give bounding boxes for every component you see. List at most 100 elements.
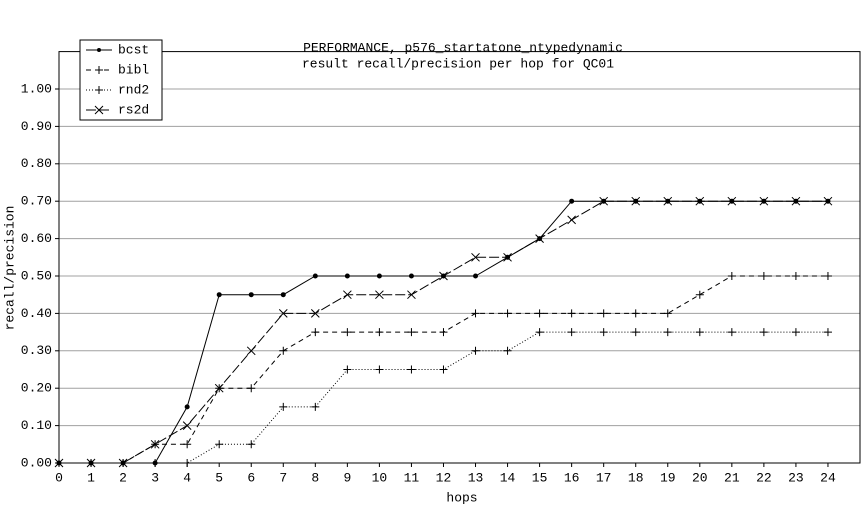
point bbox=[247, 440, 256, 449]
point bbox=[727, 196, 737, 206]
x-tick-label: 18 bbox=[628, 470, 644, 485]
x-tick-label: 24 bbox=[820, 470, 836, 485]
point bbox=[631, 196, 641, 206]
x-tick-label: 0 bbox=[55, 470, 63, 485]
point bbox=[823, 196, 833, 206]
legend-marker bbox=[95, 86, 103, 94]
x-tick-label: 15 bbox=[532, 470, 548, 485]
x-tick-label: 3 bbox=[151, 470, 159, 485]
point bbox=[248, 292, 254, 298]
point bbox=[663, 328, 672, 337]
point bbox=[473, 273, 479, 279]
point bbox=[727, 328, 736, 337]
y-tick-label: 0.10 bbox=[21, 418, 52, 433]
point bbox=[567, 309, 576, 318]
point bbox=[86, 458, 96, 468]
legend-marker bbox=[95, 66, 103, 74]
point bbox=[695, 328, 704, 337]
point bbox=[182, 421, 192, 430]
point bbox=[214, 383, 224, 393]
x-tick-label: 10 bbox=[372, 470, 388, 485]
legend-box bbox=[79, 39, 163, 121]
x-tick-label: 7 bbox=[279, 470, 287, 485]
point bbox=[375, 290, 384, 300]
point bbox=[375, 365, 384, 374]
series bbox=[54, 196, 833, 468]
x-tick-label: 4 bbox=[183, 470, 191, 485]
point bbox=[344, 273, 350, 279]
point bbox=[503, 346, 512, 355]
point bbox=[599, 309, 608, 318]
y-tick-label: 0.30 bbox=[21, 343, 52, 358]
x-tick-label: 8 bbox=[311, 470, 319, 485]
x-tick-label: 22 bbox=[756, 470, 772, 485]
x-tick-label: 6 bbox=[247, 470, 255, 485]
point bbox=[663, 309, 672, 318]
point bbox=[278, 309, 288, 318]
point bbox=[184, 404, 190, 410]
point bbox=[599, 328, 608, 337]
point bbox=[567, 328, 576, 337]
point bbox=[535, 234, 544, 243]
point bbox=[631, 328, 640, 337]
point bbox=[503, 309, 512, 318]
point bbox=[759, 328, 768, 337]
point bbox=[695, 196, 705, 206]
point bbox=[279, 346, 288, 355]
point bbox=[503, 252, 512, 262]
point bbox=[312, 273, 318, 279]
x-tick-label: 20 bbox=[692, 470, 708, 485]
legend-label: bcst bbox=[118, 42, 149, 57]
point bbox=[183, 440, 192, 449]
point bbox=[535, 309, 544, 318]
y-tick-label: 0.90 bbox=[21, 119, 52, 134]
point bbox=[150, 439, 160, 449]
point bbox=[216, 292, 222, 298]
point bbox=[151, 459, 160, 467]
point bbox=[439, 328, 448, 337]
x-tick-label: 16 bbox=[564, 470, 580, 485]
point bbox=[183, 459, 192, 467]
point bbox=[823, 272, 832, 280]
y-tick-label: 0.50 bbox=[21, 268, 52, 283]
point bbox=[791, 272, 800, 280]
point bbox=[759, 272, 768, 280]
y-tick-label: 1.00 bbox=[21, 81, 52, 96]
point bbox=[408, 273, 414, 279]
point bbox=[791, 196, 801, 206]
plot-frame bbox=[58, 51, 861, 464]
series bbox=[55, 272, 832, 467]
point bbox=[407, 365, 416, 374]
point bbox=[118, 458, 128, 468]
legend-label: rnd2 bbox=[118, 82, 149, 97]
point bbox=[247, 384, 256, 393]
point bbox=[759, 196, 769, 206]
x-tick-label: 19 bbox=[660, 470, 676, 485]
point bbox=[439, 365, 448, 374]
point bbox=[279, 402, 288, 411]
x-tick-label: 13 bbox=[468, 470, 484, 485]
point bbox=[471, 309, 480, 318]
point bbox=[311, 328, 320, 337]
x-tick-label: 9 bbox=[343, 470, 351, 485]
chart-title: PERFORMANCE, p576_startatone_ntypedynami… bbox=[303, 40, 623, 55]
point bbox=[54, 458, 64, 468]
point bbox=[631, 309, 640, 318]
point bbox=[569, 198, 575, 204]
point bbox=[471, 346, 480, 355]
legend-label: bibl bbox=[118, 62, 149, 77]
point bbox=[727, 272, 736, 280]
point bbox=[823, 328, 832, 337]
y-tick-label: 0.70 bbox=[21, 194, 52, 209]
point bbox=[407, 290, 416, 300]
x-tick-label: 11 bbox=[404, 470, 420, 485]
point bbox=[407, 328, 416, 337]
y-tick-label: 0.40 bbox=[21, 306, 52, 321]
point bbox=[343, 290, 352, 300]
y-tick-label: 0.20 bbox=[21, 381, 52, 396]
x-tick-label: 14 bbox=[500, 470, 516, 485]
x-tick-label: 2 bbox=[119, 470, 127, 485]
x-axis-label: hops bbox=[446, 490, 477, 505]
point bbox=[311, 402, 320, 411]
